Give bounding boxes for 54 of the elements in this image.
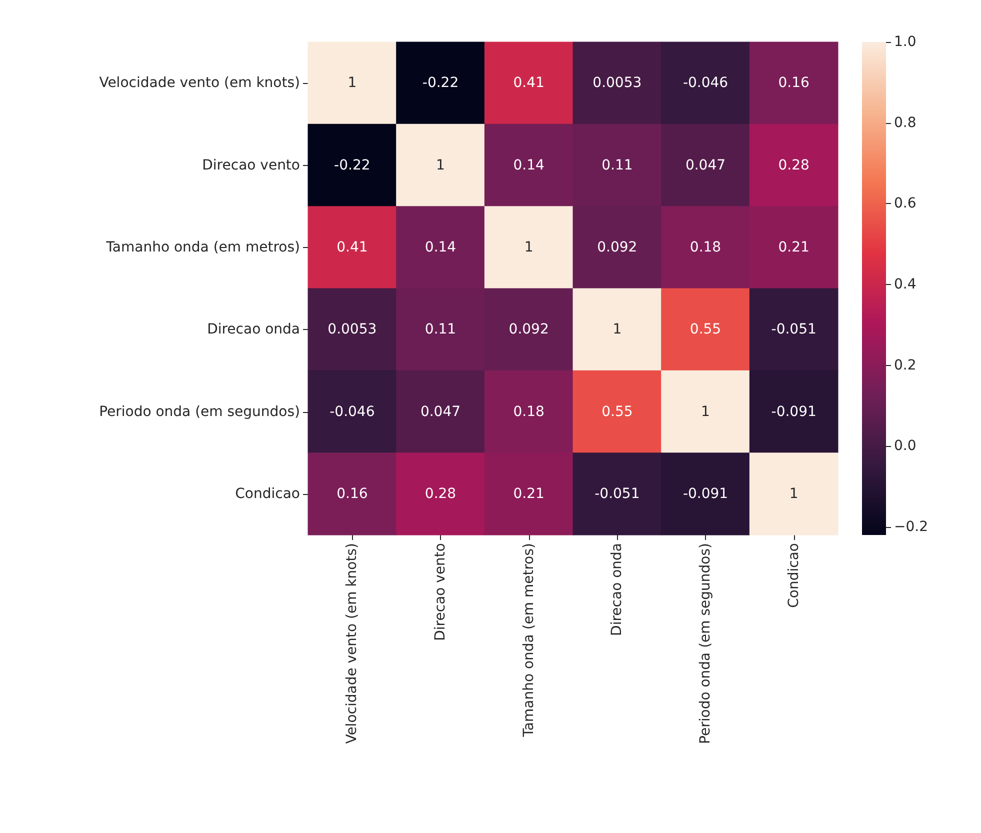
data-label: 1 bbox=[436, 157, 445, 174]
data-label: 0.047 bbox=[685, 157, 726, 174]
data-label: 0.55 bbox=[690, 322, 722, 338]
y-tick-label: Direcao vento bbox=[202, 157, 300, 174]
data-label: 0.11 bbox=[424, 322, 456, 338]
x-tick-label: Tamanho onda (em metros) bbox=[520, 543, 537, 738]
data-label: 0.16 bbox=[336, 486, 368, 502]
color-bar-label: −0.2 bbox=[894, 518, 928, 535]
data-label: 0.28 bbox=[424, 486, 456, 502]
data-label: 1 bbox=[612, 322, 622, 338]
y-tick-label: Direcao onda bbox=[207, 322, 300, 338]
data-label: 0.0053 bbox=[592, 75, 642, 92]
data-label: 0.21 bbox=[778, 239, 810, 256]
data-label: -0.046 bbox=[330, 404, 375, 420]
data-label: 0.41 bbox=[336, 239, 368, 256]
data-label: 0.047 bbox=[420, 404, 461, 420]
data-label: 0.16 bbox=[778, 75, 810, 92]
data-label: 0.14 bbox=[513, 157, 545, 174]
y-tick-label: Periodo onda (em segundos) bbox=[99, 404, 300, 420]
color-bar-label: 0.2 bbox=[894, 357, 916, 374]
data-label: -0.051 bbox=[594, 486, 640, 502]
data-label: 0.11 bbox=[602, 157, 633, 174]
y-tick-label: Condicao bbox=[235, 486, 300, 502]
color-bar-label: 0.6 bbox=[894, 196, 916, 212]
data-label: 1 bbox=[348, 75, 357, 92]
x-tick-label: Direcao vento bbox=[432, 543, 448, 641]
x-tick-label: Direcao onda bbox=[609, 543, 626, 636]
data-label: 0.21 bbox=[513, 486, 544, 502]
color-bar-label: 0.4 bbox=[894, 276, 916, 292]
data-label: -0.046 bbox=[682, 75, 728, 92]
data-label: 0.55 bbox=[602, 404, 633, 420]
color-bar-label: 0.0 bbox=[894, 438, 916, 454]
color-bar-label: 1.0 bbox=[894, 34, 916, 50]
data-label: 0.18 bbox=[690, 239, 722, 256]
data-label: -0.091 bbox=[771, 404, 816, 420]
data-label: 0.092 bbox=[508, 322, 549, 338]
data-label: 0.092 bbox=[597, 239, 638, 256]
data-label: 0.14 bbox=[424, 239, 456, 256]
data-label: 0.28 bbox=[778, 157, 810, 174]
y-tick-label: Tamanho onda (em metros) bbox=[105, 239, 300, 256]
x-tick-label: Periodo onda (em segundos) bbox=[698, 543, 714, 744]
data-label: -0.051 bbox=[771, 322, 816, 338]
data-label: -0.22 bbox=[422, 75, 459, 92]
data-label: 0.41 bbox=[513, 75, 544, 92]
x-tick-label: Condicao bbox=[786, 543, 802, 608]
data-label: 1 bbox=[789, 486, 798, 502]
data-label: -0.091 bbox=[682, 486, 728, 502]
color-bar-label: 0.8 bbox=[894, 114, 916, 131]
data-label: 0.0053 bbox=[328, 322, 377, 338]
data-label: -0.22 bbox=[334, 157, 370, 174]
data-label: 0.18 bbox=[513, 404, 544, 420]
data-label: 1 bbox=[524, 239, 534, 256]
y-tick-label: Velocidade vento (em knots) bbox=[99, 75, 300, 92]
data-label: 1 bbox=[701, 404, 710, 420]
